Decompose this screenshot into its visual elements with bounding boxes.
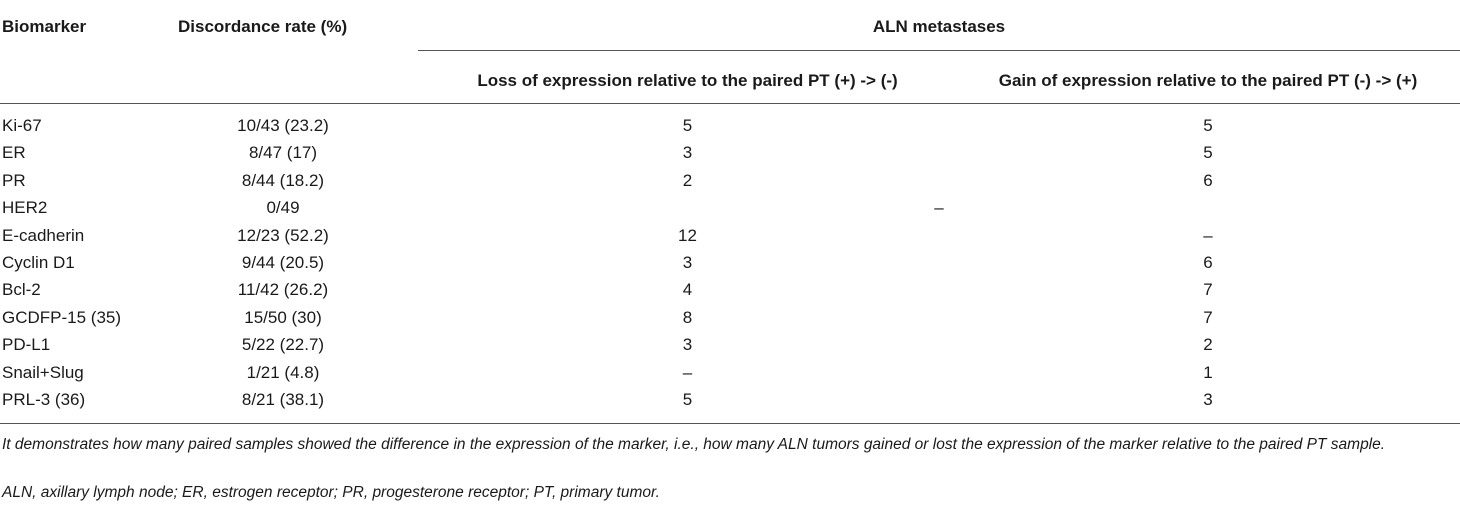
cell-biomarker: Cyclin D1 bbox=[2, 253, 75, 272]
cell-discordance-rate: 11/42 (26.2) bbox=[237, 280, 329, 299]
cell-loss-count: 4 bbox=[682, 280, 693, 299]
cell-gain-count: 5 bbox=[1203, 116, 1213, 135]
footnote-abbreviations: ALN, axillary lymph node; ER, estrogen r… bbox=[2, 484, 660, 501]
cell-gain-count: 6 bbox=[1203, 253, 1213, 272]
cell-biomarker: GCDFP-15 (35) bbox=[2, 308, 122, 327]
cell-biomarker: Bcl-2 bbox=[2, 280, 41, 299]
header-loss-expression: Loss of expression relative to the paire… bbox=[477, 71, 898, 90]
cell-gain-count: 7 bbox=[1203, 308, 1213, 327]
header-biomarker: Biomarker bbox=[2, 17, 87, 36]
cell-biomarker: E-cadherin bbox=[2, 226, 85, 245]
cell-biomarker: PRL-3 (36) bbox=[2, 390, 86, 409]
cell-gain-count: 3 bbox=[1203, 390, 1213, 409]
cell-biomarker: HER2 bbox=[2, 198, 48, 217]
cell-discordance-rate: 9/44 (20.5) bbox=[241, 253, 325, 272]
cell-gain-count: 6 bbox=[1203, 171, 1213, 190]
cell-loss-count: 12 bbox=[678, 226, 697, 245]
cell-discordance-rate: 5/22 (22.7) bbox=[241, 335, 325, 354]
cell-merged-value: – bbox=[934, 198, 944, 217]
header-aln-metastases: ALN metastases bbox=[872, 17, 1006, 36]
cell-loss-count: – bbox=[682, 363, 693, 382]
cell-discordance-rate: 10/43 (23.2) bbox=[237, 116, 329, 135]
cell-biomarker: PR bbox=[2, 171, 26, 190]
cell-discordance-rate: 12/23 (52.2) bbox=[237, 226, 329, 245]
cell-loss-count: 2 bbox=[682, 171, 693, 190]
cell-loss-count: 3 bbox=[682, 143, 693, 162]
cell-gain-count: 2 bbox=[1203, 335, 1213, 354]
cell-loss-count: 3 bbox=[682, 335, 693, 354]
cell-gain-count: – bbox=[1203, 226, 1213, 245]
cell-gain-count: 7 bbox=[1203, 280, 1213, 299]
header-gain-expression: Gain of expression relative to the paire… bbox=[998, 71, 1418, 90]
cell-biomarker: Ki-67 bbox=[2, 116, 42, 135]
cell-discordance-rate: 8/44 (18.2) bbox=[241, 171, 325, 190]
cell-biomarker: PD-L1 bbox=[2, 335, 51, 354]
cell-loss-count: 8 bbox=[682, 308, 693, 327]
cell-discordance-rate: 15/50 (30) bbox=[244, 308, 322, 327]
cell-loss-count: 5 bbox=[682, 116, 693, 135]
cell-discordance-rate: 0/49 bbox=[266, 198, 300, 217]
header-discordance-rate: Discordance rate (%) bbox=[178, 17, 348, 36]
cell-loss-count: 3 bbox=[682, 253, 693, 272]
cell-biomarker: Snail+Slug bbox=[2, 363, 84, 382]
table-bottom-rule bbox=[0, 423, 1460, 424]
cell-discordance-rate: 8/47 (17) bbox=[248, 143, 318, 162]
footnote-explanation: It demonstrates how many paired samples … bbox=[2, 436, 1386, 453]
cell-discordance-rate: 1/21 (4.8) bbox=[246, 363, 320, 382]
cell-gain-count: 5 bbox=[1203, 143, 1213, 162]
cell-discordance-rate: 8/21 (38.1) bbox=[241, 390, 325, 409]
cell-biomarker: ER bbox=[2, 143, 26, 162]
cell-loss-count: 5 bbox=[682, 390, 693, 409]
header-group-rule bbox=[418, 50, 1460, 51]
cell-gain-count: 1 bbox=[1203, 363, 1213, 382]
header-bottom-rule bbox=[0, 103, 1460, 104]
